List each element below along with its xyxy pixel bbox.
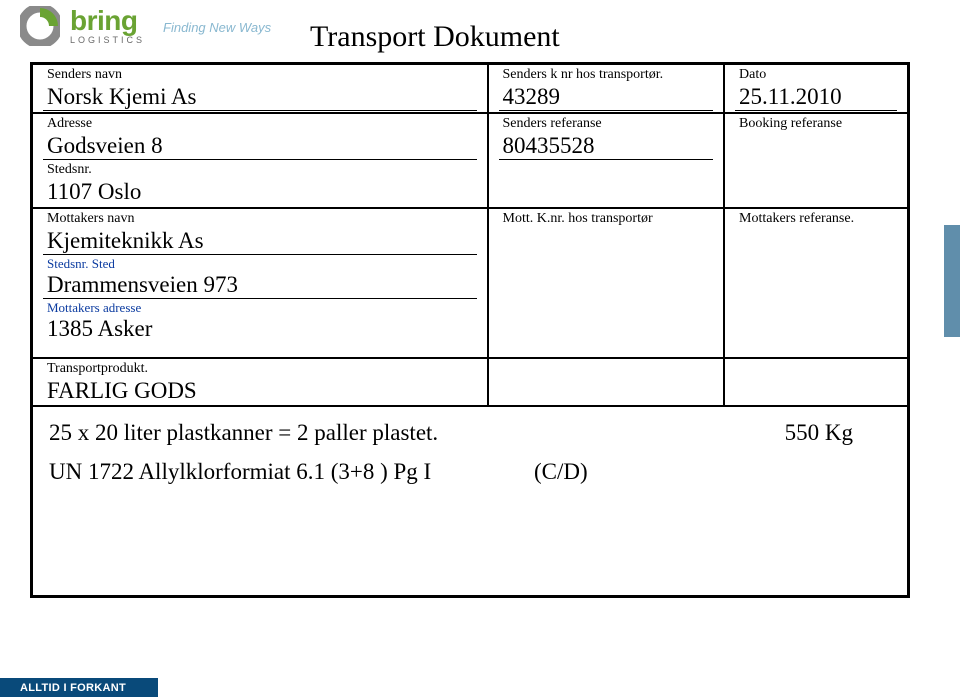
value-mottaker-sted: Drammensveien 973 — [43, 272, 477, 299]
footer-tag: ALLTID I FORKANT — [0, 678, 158, 697]
value-mottakers-navn: Kjemiteknikk As — [43, 228, 477, 255]
logo-brand: bring — [70, 7, 145, 35]
label-senders-ref: Senders referanse — [503, 116, 714, 133]
cell-transportprodukt: Transportprodukt. FARLIG GODS — [32, 358, 488, 406]
cell-senders-knr: Senders k nr hos transportør. 43289 — [488, 64, 725, 113]
label-transportprodukt: Transportprodukt. — [47, 361, 477, 378]
label-adresse: Adresse — [47, 116, 477, 133]
logo: bring LOGISTICS Finding New Ways — [20, 6, 271, 46]
cell-mottaker-block: Mottakers navn Kjemiteknikk As Stedsnr. … — [32, 208, 488, 358]
body-line2-left: UN 1722 Allylklorformiat 6.1 (3+8 ) Pg I — [49, 452, 534, 491]
label-mottakers-adresse: Mottakers adresse — [47, 300, 477, 316]
value-dato: 25.11.2010 — [735, 84, 897, 111]
value-transportprodukt: FARLIG GODS — [43, 378, 477, 404]
value-senders-ref: 80435528 — [499, 133, 714, 160]
label-senders-knr: Senders k nr hos transportør. — [503, 67, 714, 84]
label-mott-knr: Mott. K.nr. hos transportør — [503, 211, 714, 228]
logo-tagline: Finding New Ways — [163, 20, 271, 35]
value-senders-knr: 43289 — [499, 84, 714, 111]
logo-sub: LOGISTICS — [70, 36, 145, 45]
value-stedsnr-by: 1107 Oslo — [43, 179, 477, 205]
cell-senders-navn: Senders navn Norsk Kjemi As — [32, 64, 488, 113]
cell-mottakers-ref: Mottakers referanse. — [724, 208, 908, 358]
value-adresse: Godsveien 8 — [43, 133, 477, 160]
cell-mott-knr: Mott. K.nr. hos transportør — [488, 208, 725, 358]
cell-dato: Dato 25.11.2010 — [724, 64, 908, 113]
cell-adresse-block: Adresse Godsveien 8 Stedsnr. 1107 Oslo — [32, 113, 488, 207]
logo-mark-icon — [20, 6, 60, 46]
value-mottakers-adresse: 1385 Asker — [43, 316, 477, 342]
label-stedsnr-sted: Stedsnr. Sted — [47, 256, 477, 272]
transport-document-table: Senders navn Norsk Kjemi As Senders k nr… — [30, 62, 910, 598]
label-senders-navn: Senders navn — [47, 67, 477, 84]
label-stedsnr: Stedsnr. — [47, 162, 477, 179]
cell-senders-ref: Senders referanse 80435528 — [488, 113, 725, 207]
body-line2-right: (C/D) — [534, 452, 588, 491]
body-line1-left: 25 x 20 liter plastkanner = 2 paller pla… — [49, 413, 785, 452]
body-line-1: 25 x 20 liter plastkanner = 2 paller pla… — [49, 413, 893, 452]
body-line1-right: 550 Kg — [785, 413, 853, 452]
body-text: 25 x 20 liter plastkanner = 2 paller pla… — [49, 413, 893, 491]
document-title: Transport Dokument — [310, 20, 560, 54]
cell-booking-ref: Booking referanse — [724, 113, 908, 207]
label-dato: Dato — [739, 67, 897, 84]
label-mottakers-ref: Mottakers referanse. — [739, 211, 897, 228]
logo-text: bring LOGISTICS — [70, 7, 145, 45]
side-accent — [944, 225, 960, 337]
label-mottakers-navn: Mottakers navn — [47, 211, 477, 228]
cell-empty-right — [724, 358, 908, 406]
value-senders-navn: Norsk Kjemi As — [43, 84, 477, 111]
body-line-2: UN 1722 Allylklorformiat 6.1 (3+8 ) Pg I… — [49, 452, 893, 491]
label-booking-ref: Booking referanse — [739, 116, 897, 133]
cell-body: 25 x 20 liter plastkanner = 2 paller pla… — [32, 406, 908, 596]
cell-empty-mid — [488, 358, 725, 406]
